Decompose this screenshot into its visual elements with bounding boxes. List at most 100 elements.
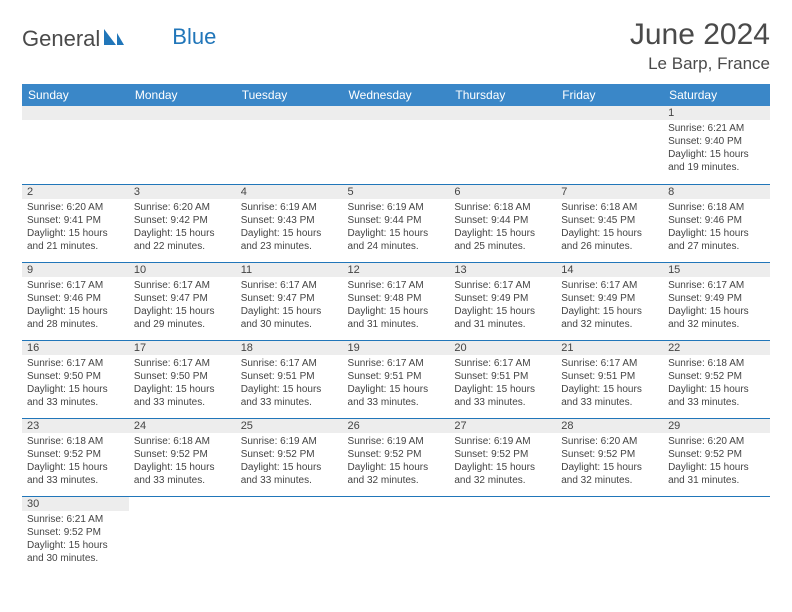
day-detail: Sunrise: 6:18 AMSunset: 9:52 PMDaylight:… xyxy=(27,435,124,487)
day-number: 18 xyxy=(236,341,343,355)
day-detail: Sunrise: 6:19 AMSunset: 9:43 PMDaylight:… xyxy=(241,201,338,253)
day-detail: Sunrise: 6:17 AMSunset: 9:49 PMDaylight:… xyxy=(561,279,658,331)
day-number-empty xyxy=(556,106,663,120)
day-number: 16 xyxy=(22,341,129,355)
day-number: 25 xyxy=(236,419,343,433)
calendar-day-cell xyxy=(663,496,770,574)
calendar-day-cell xyxy=(236,496,343,574)
calendar-day-cell: 18 Sunrise: 6:17 AMSunset: 9:51 PMDayligh… xyxy=(236,340,343,418)
calendar-week-row: 23 Sunrise: 6:18 AMSunset: 9:52 PMDayligh… xyxy=(22,418,770,496)
day-number: 17 xyxy=(129,341,236,355)
day-detail: Sunrise: 6:17 AMSunset: 9:51 PMDaylight:… xyxy=(241,357,338,409)
day-detail: Sunrise: 6:21 AMSunset: 9:52 PMDaylight:… xyxy=(27,513,124,565)
weekday-header-row: SundayMondayTuesdayWednesdayThursdayFrid… xyxy=(22,84,770,106)
weekday-header: Monday xyxy=(129,84,236,106)
day-detail: Sunrise: 6:20 AMSunset: 9:52 PMDaylight:… xyxy=(561,435,658,487)
calendar-table: SundayMondayTuesdayWednesdayThursdayFrid… xyxy=(22,84,770,574)
logo-sail-icon xyxy=(102,27,124,52)
calendar-day-cell xyxy=(449,496,556,574)
day-number: 28 xyxy=(556,419,663,433)
day-detail: Sunrise: 6:19 AMSunset: 9:52 PMDaylight:… xyxy=(348,435,445,487)
calendar-day-cell: 13 Sunrise: 6:17 AMSunset: 9:49 PMDayligh… xyxy=(449,262,556,340)
day-number: 11 xyxy=(236,263,343,277)
day-number: 7 xyxy=(556,185,663,199)
calendar-day-cell: 23 Sunrise: 6:18 AMSunset: 9:52 PMDayligh… xyxy=(22,418,129,496)
page-header: General Blue June 2024 Le Barp, France xyxy=(22,18,770,74)
calendar-day-cell: 21Sunrise: 6:17 AMSunset: 9:51 PMDayligh… xyxy=(556,340,663,418)
day-detail: Sunrise: 6:18 AMSunset: 9:52 PMDaylight:… xyxy=(668,357,765,409)
calendar-day-cell: 15 Sunrise: 6:17 AMSunset: 9:49 PMDayligh… xyxy=(663,262,770,340)
weekday-header: Thursday xyxy=(449,84,556,106)
calendar-week-row: 9 Sunrise: 6:17 AMSunset: 9:46 PMDaylight… xyxy=(22,262,770,340)
day-number-empty xyxy=(236,106,343,120)
day-number: 27 xyxy=(449,419,556,433)
day-detail: Sunrise: 6:17 AMSunset: 9:51 PMDaylight:… xyxy=(561,357,658,409)
day-number: 20 xyxy=(449,341,556,355)
calendar-day-cell xyxy=(129,106,236,184)
day-detail: Sunrise: 6:17 AMSunset: 9:47 PMDaylight:… xyxy=(134,279,231,331)
calendar-day-cell: 19Sunrise: 6:17 AMSunset: 9:51 PMDayligh… xyxy=(343,340,450,418)
calendar-day-cell xyxy=(556,496,663,574)
day-detail: Sunrise: 6:17 AMSunset: 9:49 PMDaylight:… xyxy=(454,279,551,331)
calendar-day-cell: 17 Sunrise: 6:17 AMSunset: 9:50 PMDayligh… xyxy=(129,340,236,418)
calendar-day-cell xyxy=(343,106,450,184)
calendar-week-row: 30 Sunrise: 6:21 AMSunset: 9:52 PMDayligh… xyxy=(22,496,770,574)
calendar-week-row: 1Sunrise: 6:21 AMSunset: 9:40 PMDaylight… xyxy=(22,106,770,184)
day-detail: Sunrise: 6:19 AMSunset: 9:44 PMDaylight:… xyxy=(348,201,445,253)
calendar-day-cell: 14 Sunrise: 6:17 AMSunset: 9:49 PMDayligh… xyxy=(556,262,663,340)
calendar-day-cell: 2Sunrise: 6:20 AMSunset: 9:41 PMDaylight… xyxy=(22,184,129,262)
day-number-empty xyxy=(129,106,236,120)
calendar-day-cell: 1Sunrise: 6:21 AMSunset: 9:40 PMDaylight… xyxy=(663,106,770,184)
calendar-day-cell: 27Sunrise: 6:19 AMSunset: 9:52 PMDayligh… xyxy=(449,418,556,496)
weekday-header: Tuesday xyxy=(236,84,343,106)
calendar-day-cell: 11Sunrise: 6:17 AMSunset: 9:47 PMDayligh… xyxy=(236,262,343,340)
calendar-week-row: 2Sunrise: 6:20 AMSunset: 9:41 PMDaylight… xyxy=(22,184,770,262)
calendar-day-cell: 26Sunrise: 6:19 AMSunset: 9:52 PMDayligh… xyxy=(343,418,450,496)
day-detail: Sunrise: 6:20 AMSunset: 9:41 PMDaylight:… xyxy=(27,201,124,253)
calendar-day-cell: 7 Sunrise: 6:18 AMSunset: 9:45 PMDaylight… xyxy=(556,184,663,262)
weekday-header: Saturday xyxy=(663,84,770,106)
calendar-day-cell xyxy=(449,106,556,184)
day-number: 4 xyxy=(236,185,343,199)
day-detail: Sunrise: 6:17 AMSunset: 9:51 PMDaylight:… xyxy=(454,357,551,409)
day-number: 12 xyxy=(343,263,450,277)
day-detail: Sunrise: 6:17 AMSunset: 9:49 PMDaylight:… xyxy=(668,279,765,331)
calendar-day-cell xyxy=(343,496,450,574)
logo-text-1: General xyxy=(22,26,100,52)
day-detail: Sunrise: 6:18 AMSunset: 9:45 PMDaylight:… xyxy=(561,201,658,253)
day-number: 14 xyxy=(556,263,663,277)
calendar-day-cell: 20 Sunrise: 6:17 AMSunset: 9:51 PMDayligh… xyxy=(449,340,556,418)
calendar-day-cell: 4 Sunrise: 6:19 AMSunset: 9:43 PMDaylight… xyxy=(236,184,343,262)
day-detail: Sunrise: 6:18 AMSunset: 9:44 PMDaylight:… xyxy=(454,201,551,253)
calendar-day-cell: 22Sunrise: 6:18 AMSunset: 9:52 PMDayligh… xyxy=(663,340,770,418)
day-detail: Sunrise: 6:17 AMSunset: 9:50 PMDaylight:… xyxy=(134,357,231,409)
calendar-day-cell xyxy=(22,106,129,184)
day-number: 6 xyxy=(449,185,556,199)
calendar-day-cell xyxy=(556,106,663,184)
calendar-day-cell: 12Sunrise: 6:17 AMSunset: 9:48 PMDayligh… xyxy=(343,262,450,340)
day-detail: Sunrise: 6:20 AMSunset: 9:52 PMDaylight:… xyxy=(668,435,765,487)
day-number: 15 xyxy=(663,263,770,277)
day-number-empty xyxy=(449,106,556,120)
calendar-day-cell: 3Sunrise: 6:20 AMSunset: 9:42 PMDaylight… xyxy=(129,184,236,262)
day-number: 10 xyxy=(129,263,236,277)
month-title: June 2024 xyxy=(630,18,770,52)
calendar-day-cell: 6 Sunrise: 6:18 AMSunset: 9:44 PMDaylight… xyxy=(449,184,556,262)
day-number: 23 xyxy=(22,419,129,433)
logo: General Blue xyxy=(22,26,216,52)
day-number: 1 xyxy=(663,106,770,120)
day-number: 9 xyxy=(22,263,129,277)
day-detail: Sunrise: 6:17 AMSunset: 9:46 PMDaylight:… xyxy=(27,279,124,331)
day-number: 3 xyxy=(129,185,236,199)
weekday-header: Wednesday xyxy=(343,84,450,106)
weekday-header: Sunday xyxy=(22,84,129,106)
day-number: 24 xyxy=(129,419,236,433)
day-number: 13 xyxy=(449,263,556,277)
day-detail: Sunrise: 6:18 AMSunset: 9:46 PMDaylight:… xyxy=(668,201,765,253)
location: Le Barp, France xyxy=(630,54,770,74)
calendar-day-cell: 29Sunrise: 6:20 AMSunset: 9:52 PMDayligh… xyxy=(663,418,770,496)
calendar-day-cell: 8 Sunrise: 6:18 AMSunset: 9:46 PMDaylight… xyxy=(663,184,770,262)
day-number: 8 xyxy=(663,185,770,199)
calendar-day-cell: 30 Sunrise: 6:21 AMSunset: 9:52 PMDayligh… xyxy=(22,496,129,574)
day-number: 30 xyxy=(22,497,129,511)
